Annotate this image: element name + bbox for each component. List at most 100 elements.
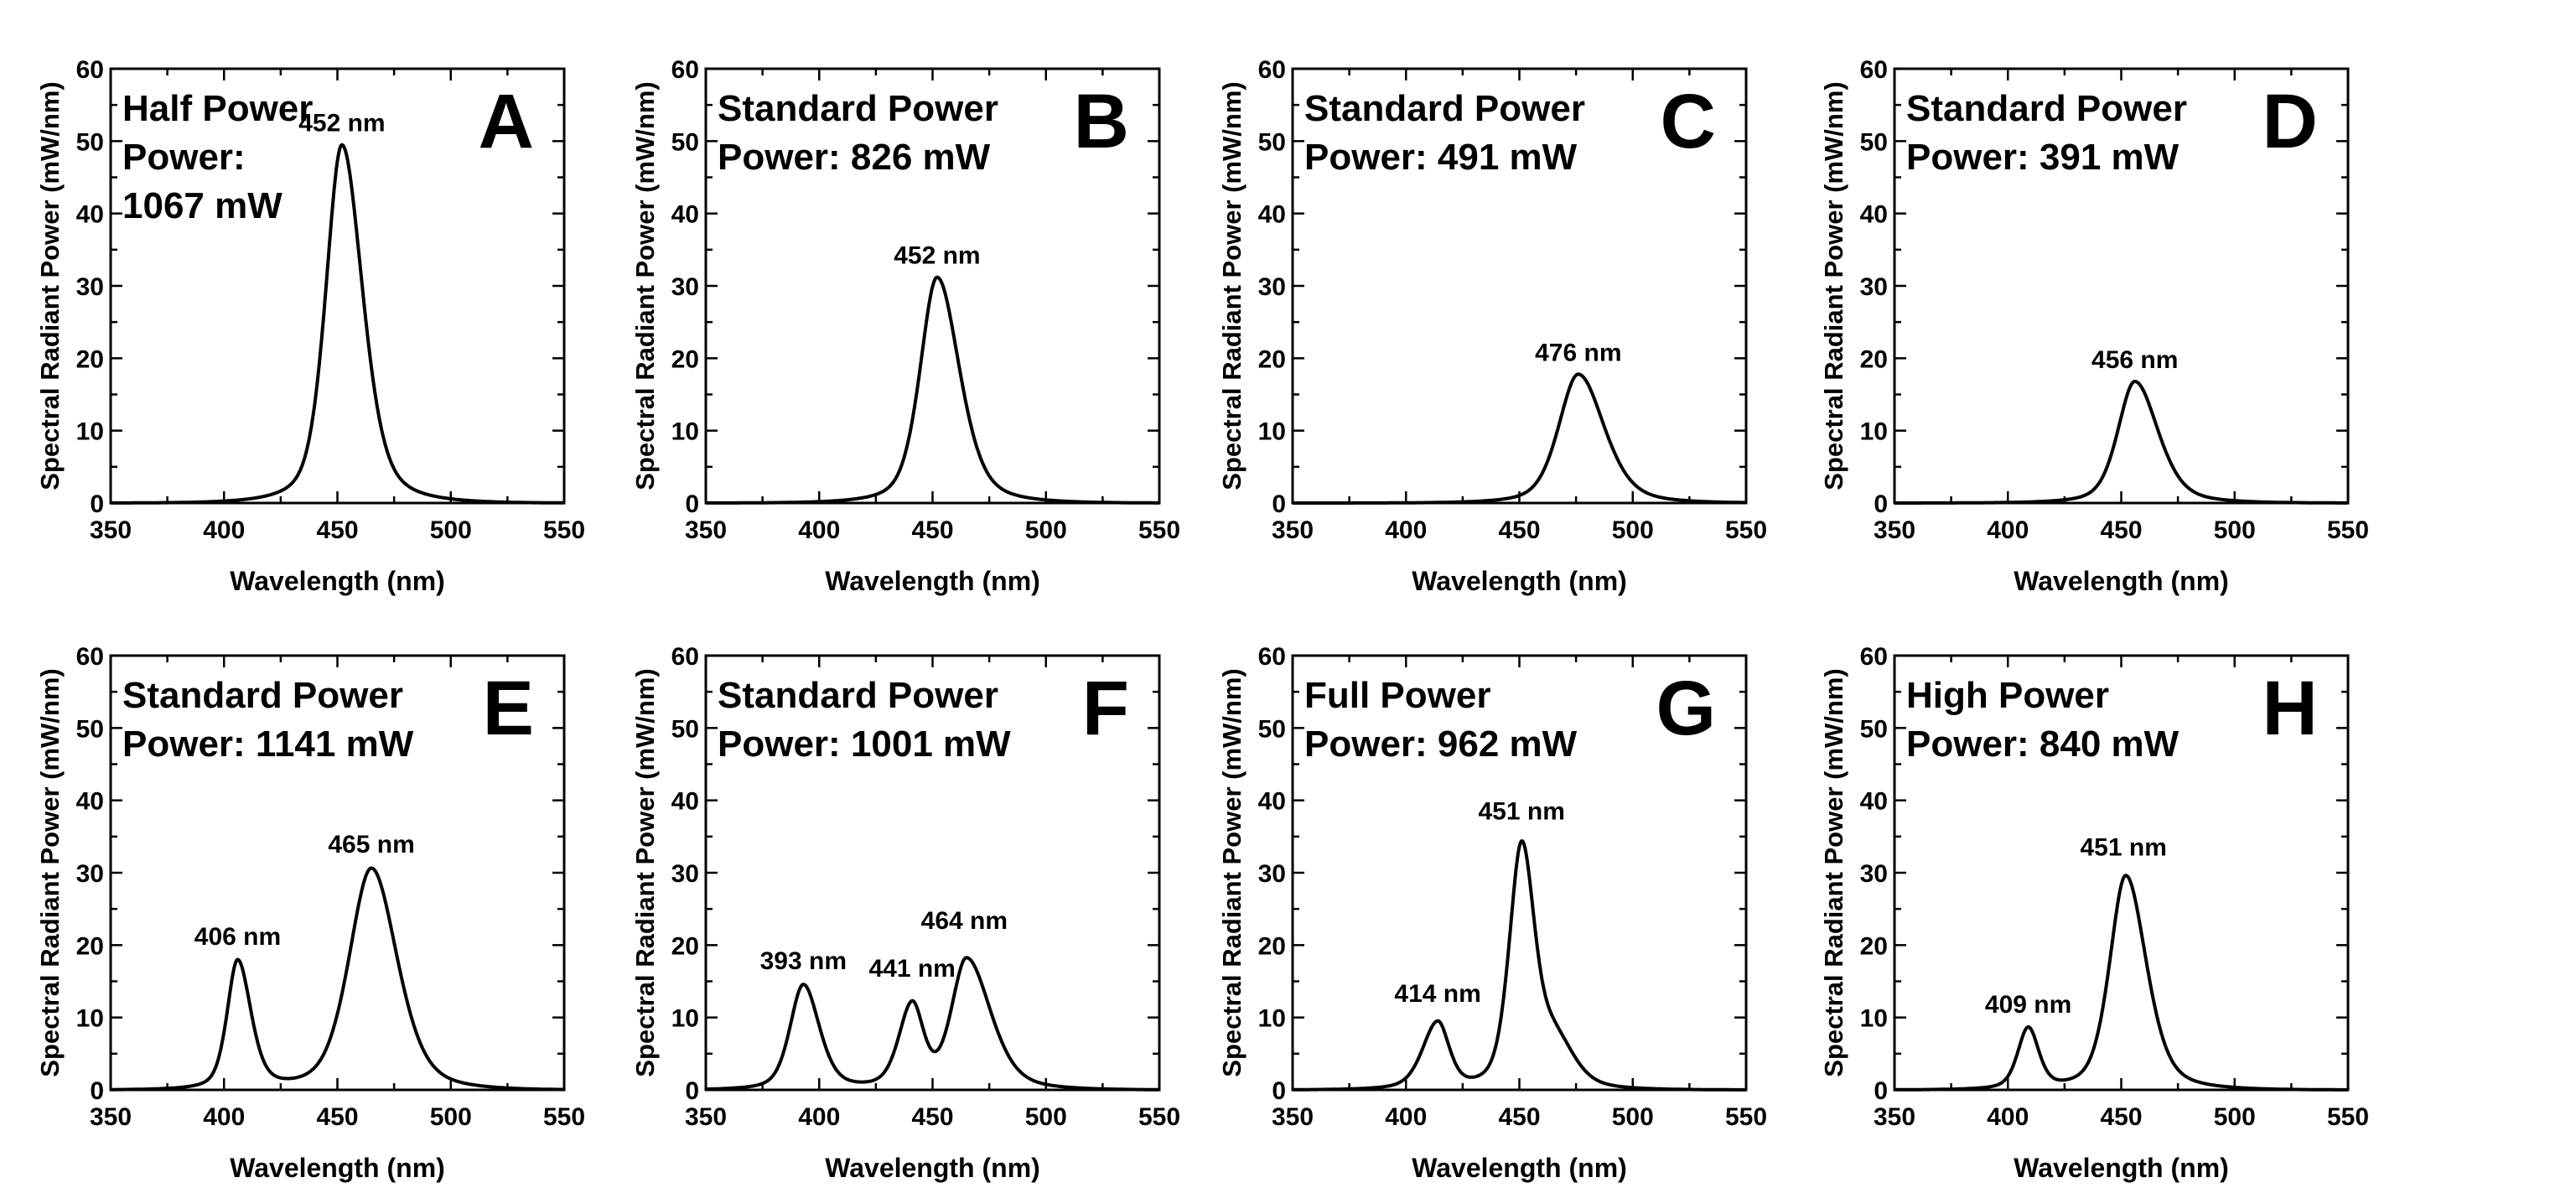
- x-tick-label: 550: [1725, 1103, 1767, 1131]
- panel-b: 350 400 450 500 550 0 10 20 30 40 50 60 Wavelength (…: [630, 56, 1180, 596]
- y-tick-label: 50: [671, 128, 699, 156]
- x-tick-label: 550: [1725, 516, 1767, 544]
- y-tick-label: 40: [1860, 788, 1888, 816]
- y-axis-title: Spectral Radiant Power (mW/nm): [1217, 81, 1247, 490]
- x-tick-label: 350: [90, 516, 132, 544]
- peak-label: 452 nm: [894, 242, 980, 270]
- spectrum-line: [705, 956, 1160, 1092]
- y-tick-label: 60: [76, 643, 104, 671]
- x-tick-label: 400: [1987, 1103, 2029, 1131]
- peak-label: 409 nm: [1985, 991, 2071, 1019]
- x-tick-label: 400: [798, 516, 840, 544]
- y-tick-label: 30: [1258, 860, 1286, 888]
- power-info-line: Full Power: [1304, 675, 1490, 716]
- x-tick-label: 400: [1385, 516, 1427, 544]
- peak-label: 465 nm: [328, 831, 414, 858]
- peak-label: 451 nm: [1479, 798, 1565, 826]
- x-tick-label: 550: [543, 1103, 585, 1131]
- x-tick-label: 550: [543, 516, 585, 544]
- y-tick-label: 60: [1258, 643, 1286, 671]
- x-tick-label: 350: [1874, 516, 1915, 544]
- x-tick-label: 450: [2100, 516, 2142, 544]
- x-axis-title: Wavelength (nm): [2014, 566, 2229, 596]
- y-tick-label: 60: [671, 643, 699, 671]
- x-tick-label: 500: [1025, 516, 1067, 544]
- y-tick-label: 30: [76, 860, 104, 888]
- x-tick-label: 450: [1498, 516, 1540, 544]
- x-tick-label: 500: [2214, 516, 2256, 544]
- panel-letter: G: [1656, 666, 1716, 751]
- peak-label: 476 nm: [1535, 339, 1621, 366]
- y-tick-label: 0: [90, 1077, 104, 1105]
- x-tick-label: 350: [685, 516, 727, 544]
- x-axis-title: Wavelength (nm): [2014, 1153, 2229, 1183]
- x-tick-label: 500: [1612, 516, 1654, 544]
- spectrum-line: [110, 143, 565, 505]
- peak-label: 464 nm: [921, 907, 1008, 935]
- y-tick-label: 10: [1860, 418, 1888, 446]
- y-tick-label: 30: [76, 273, 104, 301]
- power-info-line: Standard Power: [122, 675, 403, 716]
- y-tick-label: 60: [1860, 56, 1888, 84]
- y-axis-title: Spectral Radiant Power (mW/nm): [630, 668, 660, 1076]
- x-tick-label: 550: [1138, 1103, 1180, 1131]
- x-tick-label: 550: [2327, 516, 2369, 544]
- y-tick-label: 0: [1874, 1077, 1888, 1105]
- y-tick-label: 10: [1258, 418, 1286, 446]
- y-tick-label: 50: [1860, 715, 1888, 743]
- x-tick-label: 350: [90, 1103, 132, 1131]
- panel-letter: C: [1661, 79, 1716, 164]
- x-tick-label: 550: [1138, 516, 1180, 544]
- x-axis-title: Wavelength (nm): [1412, 566, 1627, 596]
- power-info-line: Standard Power: [718, 675, 998, 716]
- x-axis-title: Wavelength (nm): [230, 566, 445, 596]
- x-tick-label: 350: [1874, 1103, 1915, 1131]
- y-tick-label: 30: [671, 860, 699, 888]
- panel-letter: D: [2262, 79, 2318, 164]
- y-tick-label: 20: [1258, 345, 1286, 373]
- y-tick-label: 60: [1860, 643, 1888, 671]
- x-tick-label: 450: [1498, 1103, 1540, 1131]
- panel-letter: F: [1082, 666, 1129, 751]
- x-tick-label: 350: [1272, 1103, 1314, 1131]
- y-tick-label: 50: [1258, 128, 1286, 156]
- power-info-line: Power: 491 mW: [1304, 137, 1578, 178]
- y-tick-label: 60: [671, 56, 699, 84]
- x-tick-label: 400: [798, 1103, 840, 1131]
- y-tick-label: 60: [1258, 56, 1286, 84]
- y-tick-label: 0: [685, 1077, 699, 1105]
- y-tick-label: 20: [76, 345, 104, 373]
- panel-g: 350 400 450 500 550 0 10 20 30 40 50 60 Wavelength (…: [1217, 643, 1767, 1183]
- power-info-line: Power: 826 mW: [718, 137, 991, 178]
- y-tick-label: 40: [1860, 201, 1888, 229]
- y-tick-label: 30: [1860, 860, 1888, 888]
- spectrum-line: [1894, 380, 2349, 505]
- peak-label: 452 nm: [298, 110, 385, 137]
- panel-letter: A: [479, 79, 534, 164]
- spectrum-line: [1894, 874, 2349, 1092]
- spectrum-line: [110, 866, 565, 1092]
- x-tick-label: 450: [911, 516, 953, 544]
- power-info-line: Standard Power: [718, 88, 998, 129]
- x-tick-label: 450: [316, 1103, 358, 1131]
- x-tick-label: 400: [1987, 516, 2029, 544]
- power-info-line: Power: 1141 mW: [122, 724, 414, 765]
- spectrum-line: [705, 275, 1160, 505]
- x-axis-title: Wavelength (nm): [230, 1153, 445, 1183]
- x-tick-label: 350: [1272, 516, 1314, 544]
- y-axis-title: Spectral Radiant Power (mW/nm): [1217, 668, 1247, 1076]
- power-info-line: High Power: [1906, 675, 2109, 716]
- power-info-line: Power:: [122, 137, 246, 178]
- panel-letter: H: [2262, 666, 2318, 751]
- y-tick-label: 40: [76, 201, 104, 229]
- panel-a: 350 400 450 500 550 0 10 20 30 40 50 60 Wavelength (…: [35, 56, 585, 596]
- panel-letter: E: [483, 666, 534, 751]
- y-tick-label: 10: [1860, 1005, 1888, 1033]
- power-info-line: Standard Power: [1304, 88, 1585, 129]
- x-tick-label: 500: [1025, 1103, 1067, 1131]
- panel-letter: B: [1074, 79, 1129, 164]
- y-tick-label: 40: [671, 201, 699, 229]
- y-tick-label: 0: [1272, 1077, 1286, 1105]
- x-tick-label: 400: [203, 516, 245, 544]
